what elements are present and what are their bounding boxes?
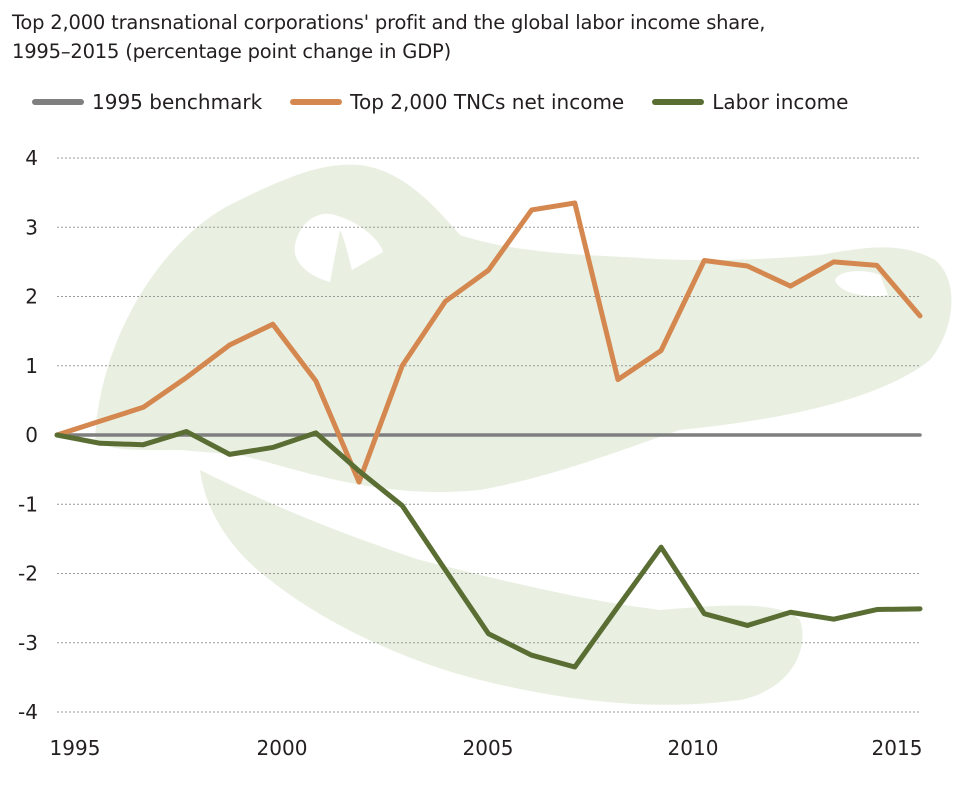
x-tick-label: 2000 <box>257 736 308 760</box>
legend-item-benchmark: 1995 benchmark <box>32 90 262 114</box>
legend-label: Top 2,000 TNCs net income <box>350 90 625 114</box>
crocodile-illustration <box>95 164 952 705</box>
legend-label: 1995 benchmark <box>92 90 263 114</box>
x-tick-label: 2005 <box>463 736 514 760</box>
series-lines <box>54 200 923 670</box>
y-tick-label: 1 <box>25 354 38 378</box>
y-tick-label: -2 <box>18 562 38 586</box>
crocodile-upper-head <box>95 164 952 492</box>
crocodile-nostril <box>835 271 888 297</box>
legend: 1995 benchmark Top 2,000 TNCs net income… <box>32 90 876 114</box>
legend-swatch <box>32 99 84 105</box>
crocodile-eye <box>294 213 383 282</box>
x-tick-label: 2010 <box>668 736 719 760</box>
y-tick-label: -3 <box>18 631 38 655</box>
legend-swatch <box>290 99 343 105</box>
x-tick-label: 1995 <box>50 736 101 760</box>
y-tick-label: 2 <box>25 285 38 309</box>
chart-title: Top 2,000 transnational corporations' pr… <box>12 8 765 66</box>
legend-swatch <box>652 99 705 105</box>
legend-item-tnc: Top 2,000 TNCs net income <box>290 90 624 114</box>
y-tick-label: 3 <box>25 215 38 239</box>
x-tick-label: 2015 <box>872 736 923 760</box>
crocodile-lower-jaw <box>200 470 803 705</box>
y-axis: 4 3 2 1 0 -1 -2 -3 -4 <box>18 146 38 724</box>
x-axis: 1995 2000 2005 2010 2015 <box>50 736 923 760</box>
y-tick-label: -4 <box>18 700 38 724</box>
y-tick-label: 0 <box>25 423 38 447</box>
y-tick-label: 4 <box>25 146 38 170</box>
title-line-1: Top 2,000 transnational corporations' pr… <box>12 11 766 34</box>
legend-item-labor: Labor income <box>652 90 848 114</box>
y-tick-label: -1 <box>18 492 38 516</box>
legend-label: Labor income <box>712 90 849 114</box>
title-line-2: 1995–2015 (percentage point change in GD… <box>12 40 451 63</box>
